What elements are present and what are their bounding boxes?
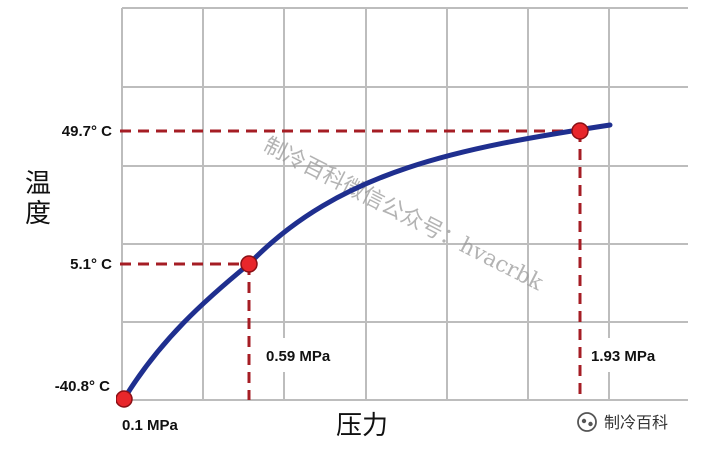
guide-lines bbox=[120, 129, 582, 400]
y-tick-label-1: 5.1° C bbox=[70, 256, 112, 273]
account-badge: 制冷百科 bbox=[577, 412, 668, 432]
label-bg-1 bbox=[4, 246, 116, 280]
badge-text: 制冷百科 bbox=[604, 413, 668, 432]
data-point-1 bbox=[240, 255, 258, 273]
x-axis-title: 压力 bbox=[336, 411, 388, 441]
series-curve bbox=[121, 122, 613, 402]
x-tick-label-1: 0.59 MPa bbox=[266, 348, 331, 365]
data-markers bbox=[115, 122, 589, 408]
label-bg-0 bbox=[4, 114, 116, 148]
y-tick-label-0: -40.8° C bbox=[55, 378, 110, 395]
x-tick-label-0: 0.1 MPa bbox=[122, 417, 179, 434]
label-bg-2 bbox=[4, 369, 116, 403]
data-point-2 bbox=[571, 122, 589, 140]
grid bbox=[121, 7, 688, 401]
svg-text:度: 度 bbox=[25, 199, 51, 229]
y-axis-title: 温 度 bbox=[25, 169, 51, 229]
svg-text:温: 温 bbox=[25, 169, 51, 199]
wechat-official-account-icon bbox=[577, 412, 597, 432]
tick-labels: -40.8° C 0.1 MPa 5.1° C 0.59 MPa 49.7° C 1.93… bbox=[4, 114, 695, 434]
y-tick-label-2: 49.7° C bbox=[62, 123, 112, 140]
label-bg-3 bbox=[255, 338, 365, 372]
watermark: 制冷百科微信公众号：hvacrbk bbox=[259, 133, 547, 296]
label-bg-4 bbox=[587, 338, 695, 372]
x-tick-label-2: 1.93 MPa bbox=[591, 348, 656, 365]
data-point-0 bbox=[115, 390, 133, 408]
